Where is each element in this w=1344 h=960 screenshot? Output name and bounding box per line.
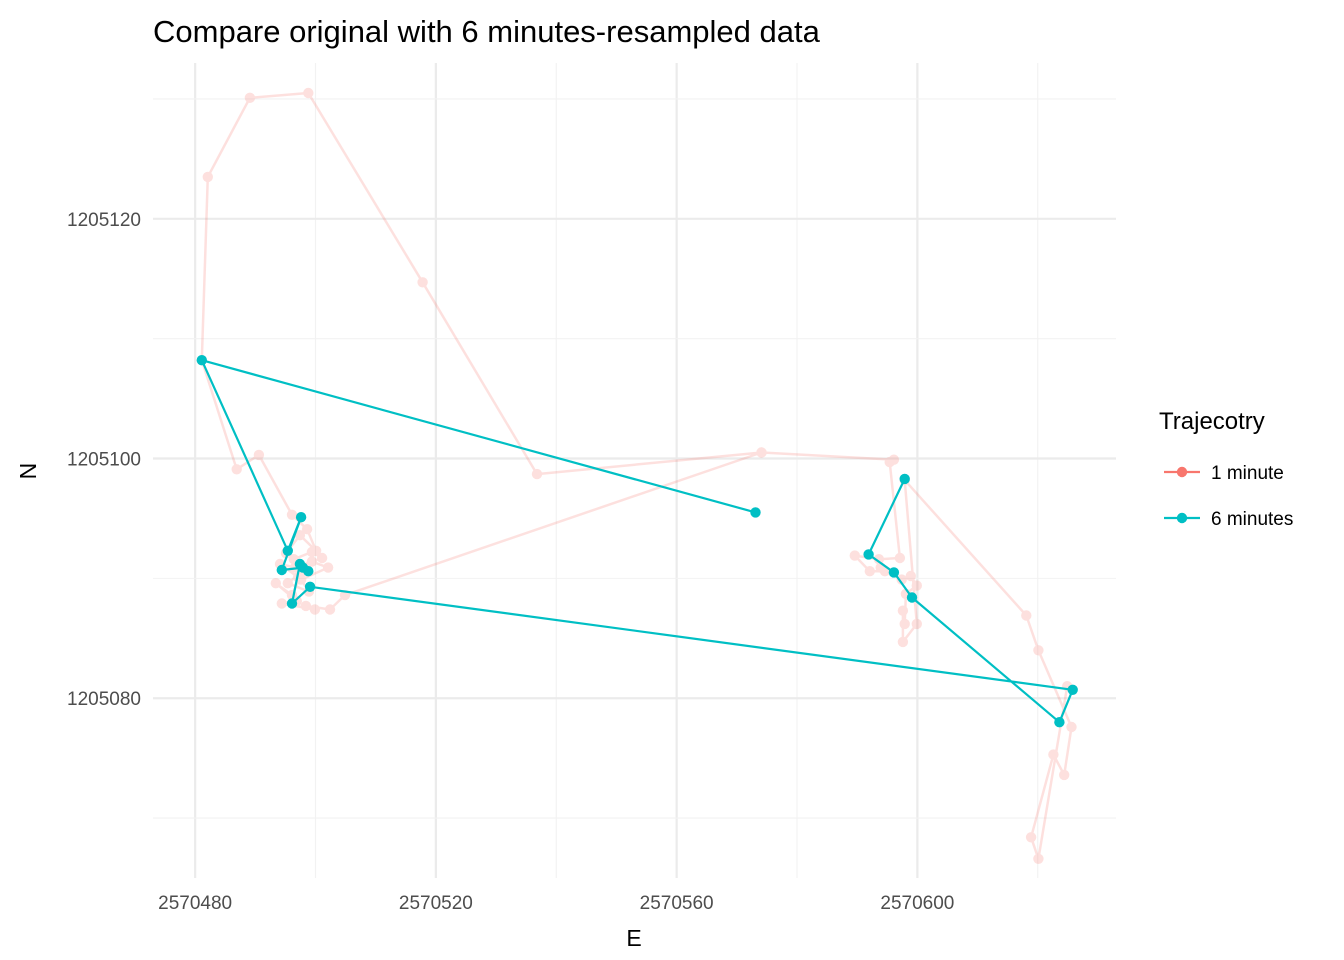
y-tick-label: 1205080 [67,689,141,710]
data-point [884,456,895,468]
y-tick-label: 1205120 [67,210,141,231]
data-point [894,552,906,564]
data-point [306,546,318,558]
legend-item: 1 minute [1164,463,1284,484]
data-point [417,277,428,288]
data-point [306,556,318,567]
legend-label: 1 minute [1211,463,1284,484]
series-line [200,91,1073,861]
data-point [873,554,885,565]
legend-items: 1 minute 6 minutes [1164,463,1293,530]
data-point [1025,832,1037,843]
data-point [756,447,767,458]
data-point [282,545,293,556]
data-point [282,578,293,589]
data-point [896,574,907,585]
x-tick-label: 2570520 [399,893,473,914]
data-point [303,566,314,577]
data-point [276,598,287,609]
data-point [253,449,265,461]
data-point [196,355,207,366]
data-point [322,562,334,573]
data-point [1067,684,1078,695]
y-tick-label: 1205100 [67,450,141,471]
data-point [897,605,909,616]
legend-key-point [1176,512,1188,524]
data-point [286,598,298,609]
data-point [316,552,328,564]
data-point [295,574,307,585]
data-point [756,447,767,458]
data-point [906,592,918,603]
data-point [905,570,916,582]
data-point [294,558,306,570]
data-point [300,600,312,612]
data-point [750,507,761,518]
data-point [888,567,900,578]
data-point [301,524,313,535]
series-1 [196,355,1078,728]
data-point [1048,749,1059,760]
legend-item: 6 minutes [1164,509,1293,530]
data-point [899,473,910,485]
data-point [244,92,256,104]
data-point [888,454,900,465]
data-point [270,578,281,589]
data-point [911,618,922,630]
data-point [1066,721,1077,733]
grid-lines [153,63,1116,878]
data-point [295,512,307,523]
data-point [1033,645,1044,656]
x-axis-ticks: 2570480 2570520 2570560 2570600 [158,893,954,914]
data-point [276,564,287,576]
x-axis-title: E [626,925,641,951]
data-point [294,530,306,541]
data-point [1059,769,1070,781]
legend-title: Trajecotry [1159,408,1265,435]
data-point [849,550,860,561]
legend-key-point [1176,466,1188,478]
data-point [1033,853,1044,864]
data-point [304,581,316,592]
data-point [303,87,314,99]
y-axis-ticks: 1205080 1205100 1205120 [67,210,141,710]
data-point [324,604,336,615]
data-point [202,171,213,183]
x-tick-label: 2570560 [640,893,714,914]
data-point [899,618,910,630]
data-point [531,468,543,480]
series-line [200,359,1074,724]
data-point [863,549,874,560]
data-point [286,509,298,520]
legend: Trajecotry 1 minute 6 minutes [1159,408,1293,530]
data-point [1054,717,1065,728]
data-point [864,566,875,577]
legend-label: 6 minutes [1211,509,1293,530]
series-layer [196,87,1078,864]
x-tick-label: 2570480 [158,893,232,914]
data-point [911,580,922,591]
data-point [310,545,322,556]
data-point [1021,610,1032,621]
data-point [309,604,321,615]
data-point [231,464,242,475]
x-tick-label: 2570600 [880,893,954,914]
y-axis-title: N [15,463,41,480]
chart-title: Compare original with 6 minutes-resample… [153,14,821,49]
data-point [897,636,909,648]
